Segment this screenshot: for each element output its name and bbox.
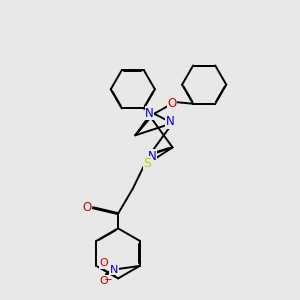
Text: N: N — [148, 150, 156, 163]
Text: O: O — [100, 276, 108, 286]
Text: −: − — [104, 275, 112, 285]
Text: O: O — [167, 97, 176, 110]
Text: S: S — [143, 157, 152, 170]
Text: O: O — [82, 201, 91, 214]
Text: N: N — [166, 115, 175, 128]
Text: N: N — [110, 265, 118, 275]
Text: N: N — [145, 107, 154, 120]
Text: O: O — [100, 258, 108, 268]
